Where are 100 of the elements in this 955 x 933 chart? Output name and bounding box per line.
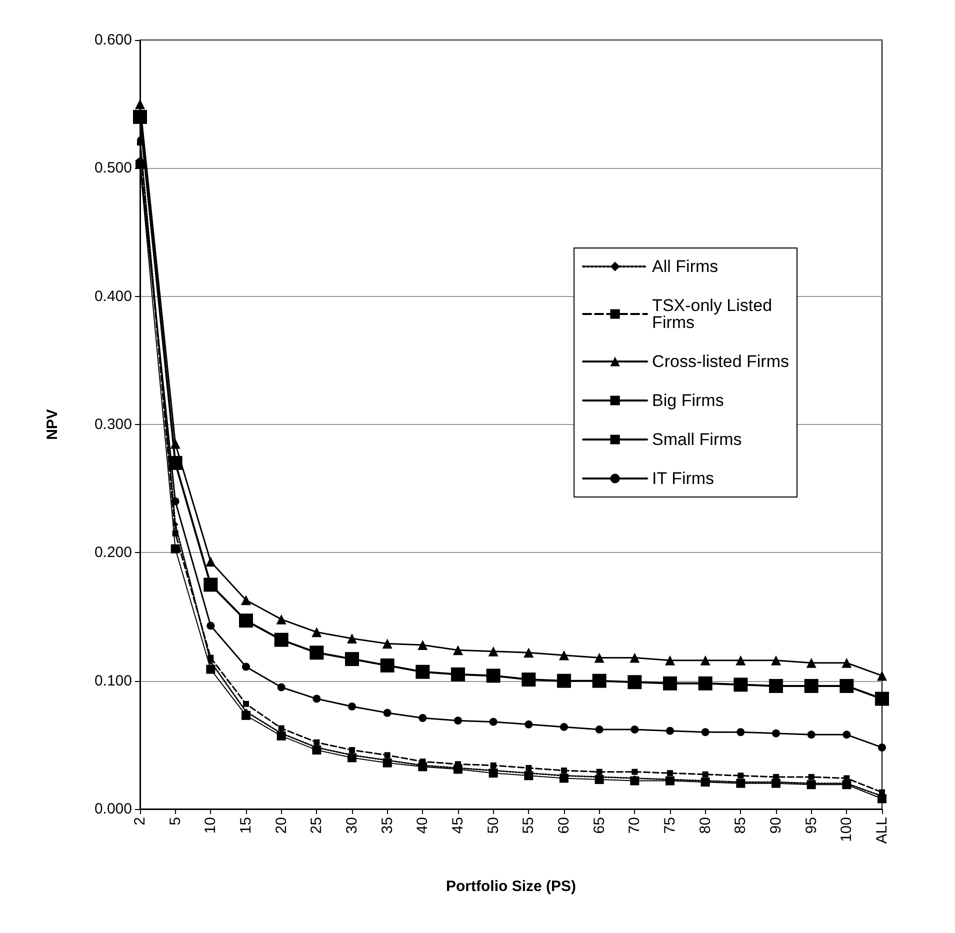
point <box>206 664 216 674</box>
point <box>526 764 532 771</box>
x-tick-label: 5 <box>166 817 184 826</box>
point <box>171 497 180 506</box>
point <box>524 648 534 658</box>
point <box>454 716 462 725</box>
point <box>738 772 744 779</box>
point <box>557 674 571 688</box>
point <box>349 747 355 754</box>
point <box>842 780 852 790</box>
point <box>561 768 567 774</box>
y-tick-label: 0.100 <box>94 672 132 690</box>
point <box>772 778 780 788</box>
legend-label: TSX-only Listed Firms <box>652 296 777 332</box>
point <box>700 778 710 787</box>
point <box>490 762 496 768</box>
x-tick-label: 60 <box>556 817 572 834</box>
point <box>842 730 851 739</box>
point <box>806 780 816 790</box>
point <box>667 770 673 776</box>
y-tick-label: 0.300 <box>94 416 132 433</box>
x-tick-label: 15 <box>238 817 254 834</box>
x-tick-label: 20 <box>272 817 290 834</box>
point <box>736 778 746 788</box>
point <box>418 762 428 772</box>
point <box>734 678 748 692</box>
point <box>842 658 852 668</box>
x-tick-label: 55 <box>520 817 538 834</box>
point <box>628 675 642 690</box>
x-tick-label: 50 <box>484 817 502 834</box>
point <box>630 652 640 663</box>
point <box>418 640 428 650</box>
point <box>663 676 677 690</box>
point <box>416 664 430 679</box>
point <box>736 728 745 736</box>
point <box>772 729 780 738</box>
point <box>666 726 674 735</box>
point <box>206 622 215 630</box>
point <box>276 731 286 740</box>
y-tick-label: 0.200 <box>94 544 132 562</box>
point <box>489 718 498 726</box>
point <box>451 667 465 682</box>
point <box>382 638 392 649</box>
point <box>877 670 887 681</box>
point <box>310 646 324 660</box>
point <box>875 692 889 706</box>
point <box>700 655 710 666</box>
point <box>701 728 710 736</box>
point <box>312 746 322 755</box>
point <box>769 678 783 693</box>
point <box>632 768 638 775</box>
point <box>594 775 604 784</box>
point <box>488 768 498 778</box>
x-tick-label: 100 <box>838 817 856 842</box>
point <box>522 672 536 687</box>
legend-label: Small Firms <box>652 430 742 449</box>
x-tick-label: 70 <box>626 817 644 834</box>
x-tick-label: 80 <box>696 817 714 834</box>
legend-label: IT Firms <box>652 469 714 488</box>
point <box>135 99 145 110</box>
x-tick-label: 90 <box>768 817 784 834</box>
point <box>560 722 568 731</box>
legend-label: Cross-listed Firms <box>652 352 790 371</box>
x-tick-label: 75 <box>662 817 678 834</box>
point <box>312 694 321 703</box>
point <box>241 595 251 606</box>
point <box>806 658 816 668</box>
point <box>808 774 814 780</box>
x-tick-label: 45 <box>450 817 466 834</box>
x-tick-label: 2 <box>132 817 148 826</box>
x-tick-label: 40 <box>414 817 432 834</box>
point <box>348 753 356 762</box>
point <box>170 544 180 554</box>
point <box>736 655 746 666</box>
point <box>595 726 604 734</box>
point <box>630 726 639 734</box>
x-tick-label: 85 <box>732 817 750 834</box>
point <box>592 674 606 688</box>
point <box>596 768 602 775</box>
point <box>488 646 498 656</box>
x-tick-label: 10 <box>202 817 220 834</box>
point <box>454 764 462 774</box>
point <box>771 655 781 666</box>
point <box>807 730 816 739</box>
point <box>380 658 394 672</box>
point <box>878 794 886 804</box>
point <box>560 774 568 783</box>
point <box>698 676 712 690</box>
point <box>345 652 359 666</box>
point <box>878 743 886 752</box>
point <box>804 678 818 693</box>
y-tick-label: 0.400 <box>94 288 132 305</box>
point <box>594 652 604 663</box>
point <box>274 632 288 647</box>
point <box>243 700 249 707</box>
point <box>172 530 178 536</box>
point <box>666 776 674 786</box>
point <box>170 438 180 449</box>
point <box>239 614 253 628</box>
point <box>383 708 392 717</box>
